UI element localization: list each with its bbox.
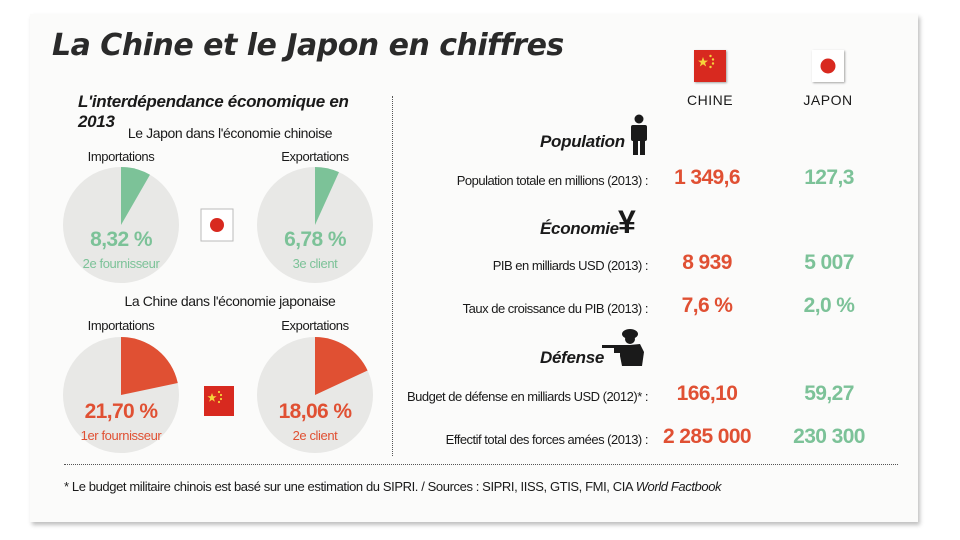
row-label-gdp: PIB en milliards USD (2013) : (492, 258, 649, 273)
cij-imports-label: Importations (87, 318, 155, 333)
china-gdp-value: 8 939 (682, 251, 732, 274)
row-label-population: Population totale en millions (2013) : (456, 173, 649, 188)
china-in-japan-heading: La Chine dans l'économie japonaise (124, 293, 336, 309)
defense-title: Défense (540, 348, 605, 367)
japan-defense-budget-value: 59,27 (804, 382, 854, 405)
interdependence-title: L'interdépendance économique en 2013 (78, 92, 349, 131)
china-defense-budget-value: 166,10 (676, 382, 738, 405)
china-growth-value: 7,6 % (681, 294, 733, 317)
economy-title: Économie (540, 219, 619, 238)
cij-exports-rank: 2e client (292, 428, 338, 443)
japan-in-china-heading: Le Japon dans l'économie chinoise (127, 125, 333, 141)
japan-column-label: JAPON (803, 92, 853, 108)
japan-gdp-value: 5 007 (804, 251, 854, 274)
cij-exports-label: Exportations (281, 318, 349, 333)
pie-slice (315, 167, 339, 225)
pie-slice (315, 337, 368, 395)
page-title: La Chine et le Japon en chiffres (52, 28, 564, 63)
japan-population-value: 127,3 (804, 166, 854, 189)
infographic-sheet (30, 14, 918, 522)
population-title: Population (540, 132, 625, 151)
jic-imports-pct: 8,32 % (90, 228, 152, 251)
footer-divider (64, 464, 898, 465)
pie-cij-exports (256, 336, 374, 454)
yen-icon: ¥ (618, 204, 636, 240)
row-label-growth: Taux de croissance du PIB (2013) : (462, 301, 649, 316)
japan-growth-value: 2,0 % (803, 294, 855, 317)
pie-jic-imports (62, 166, 180, 284)
japan-armed-forces-value: 230 300 (793, 425, 865, 448)
jic-exports-rank: 3e client (292, 256, 338, 271)
footnote-source-italic: World Factbook (635, 479, 722, 494)
row-label-defense-budget: Budget de défense en milliards USD (2012… (406, 389, 649, 404)
pie-slice (121, 167, 150, 225)
china-armed-forces-value: 2 285 000 (662, 425, 752, 448)
pie-cij-imports (62, 336, 180, 454)
soldier-icon (602, 329, 644, 366)
china-flag-icon (694, 50, 726, 82)
china-flag-icon (204, 386, 234, 416)
cij-exports-pct: 18,06 % (278, 400, 352, 423)
china-population-value: 1 349,6 (674, 166, 740, 189)
jic-imports-rank: 2e fournisseur (82, 256, 160, 271)
jic-exports-pct: 6,78 % (284, 228, 346, 251)
panel-divider (392, 96, 393, 456)
japan-flag-icon (200, 208, 234, 242)
cij-imports-rank: 1er fournisseur (80, 428, 162, 443)
person-icon (631, 114, 647, 155)
china-column-label: CHINE (686, 92, 734, 108)
pie-slice (121, 337, 178, 395)
japan-flag-icon (812, 50, 844, 82)
jic-imports-label: Importations (87, 149, 155, 164)
pie-jic-exports (256, 166, 374, 284)
jic-exports-label: Exportations (281, 149, 349, 164)
footnote-text: * Le budget militaire chinois est basé s… (64, 479, 636, 494)
row-label-armed-forces: Effectif total des forces amées (2013) : (445, 432, 649, 447)
cij-imports-pct: 21,70 % (84, 400, 158, 423)
footnote: * Le budget militaire chinois est basé s… (64, 479, 722, 494)
